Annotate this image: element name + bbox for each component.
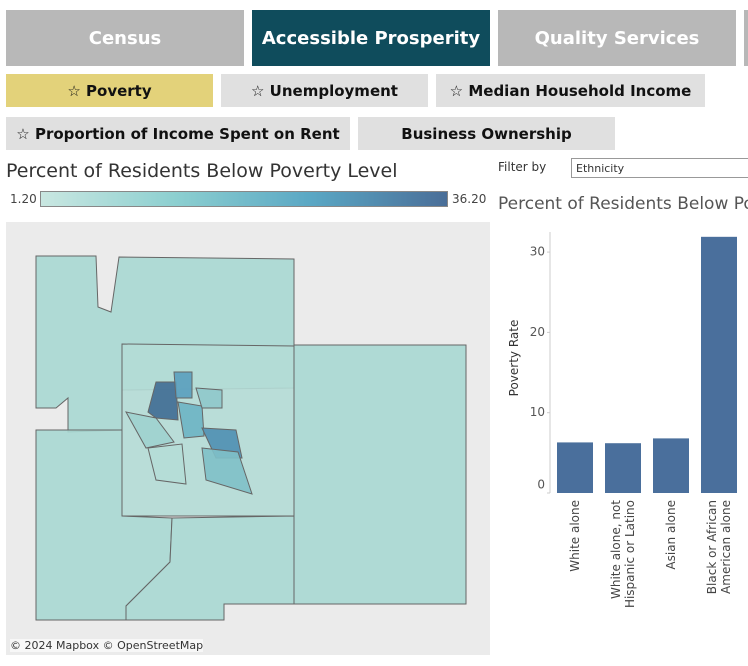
tab[interactable] <box>744 10 748 66</box>
map-attribution: © 2024 Mapbox © OpenStreetMap <box>10 639 204 652</box>
y-tick-label: 30 <box>530 245 545 259</box>
y-tick-label: 0 <box>537 478 545 492</box>
tab[interactable]: Quality Services <box>498 10 736 66</box>
y-tick-label: 10 <box>530 405 545 419</box>
legend-min: 1.20 <box>10 192 37 206</box>
map[interactable] <box>6 222 490 655</box>
color-ramp <box>40 191 448 207</box>
subtab[interactable]: ☆ Poverty <box>6 74 213 107</box>
bar <box>605 443 641 493</box>
bar <box>653 438 689 493</box>
tab[interactable]: Census <box>6 10 244 66</box>
x-tick-label: White alone, notHispanic or Latino <box>609 500 637 608</box>
map-shapes <box>35 255 467 621</box>
legend-max: 36.20 <box>452 192 487 206</box>
filter-label: Filter by <box>498 160 547 174</box>
x-tick-label: White alone <box>568 500 582 572</box>
x-tick-label: Asian alone <box>664 500 678 570</box>
chart-title: Percent of Residents Below Poverty Level <box>498 194 748 214</box>
y-axis-label: Poverty Rate <box>507 320 521 397</box>
subtab[interactable]: ☆ Proportion of Income Spent on Rent <box>6 117 350 150</box>
filter-dropdown[interactable]: Ethnicity <box>571 158 748 178</box>
y-tick-label: 20 <box>530 325 545 339</box>
bar <box>557 442 593 493</box>
tab[interactable]: Accessible Prosperity <box>252 10 490 66</box>
subtab[interactable]: Business Ownership <box>358 117 615 150</box>
bar <box>701 236 737 493</box>
subtab[interactable]: ☆ Median Household Income <box>436 74 705 107</box>
map-title: Percent of Residents Below Poverty Level <box>6 160 398 182</box>
x-tick-label: Black or AfricanAmerican alone <box>705 500 733 594</box>
subtab[interactable]: ☆ Unemployment <box>221 74 428 107</box>
